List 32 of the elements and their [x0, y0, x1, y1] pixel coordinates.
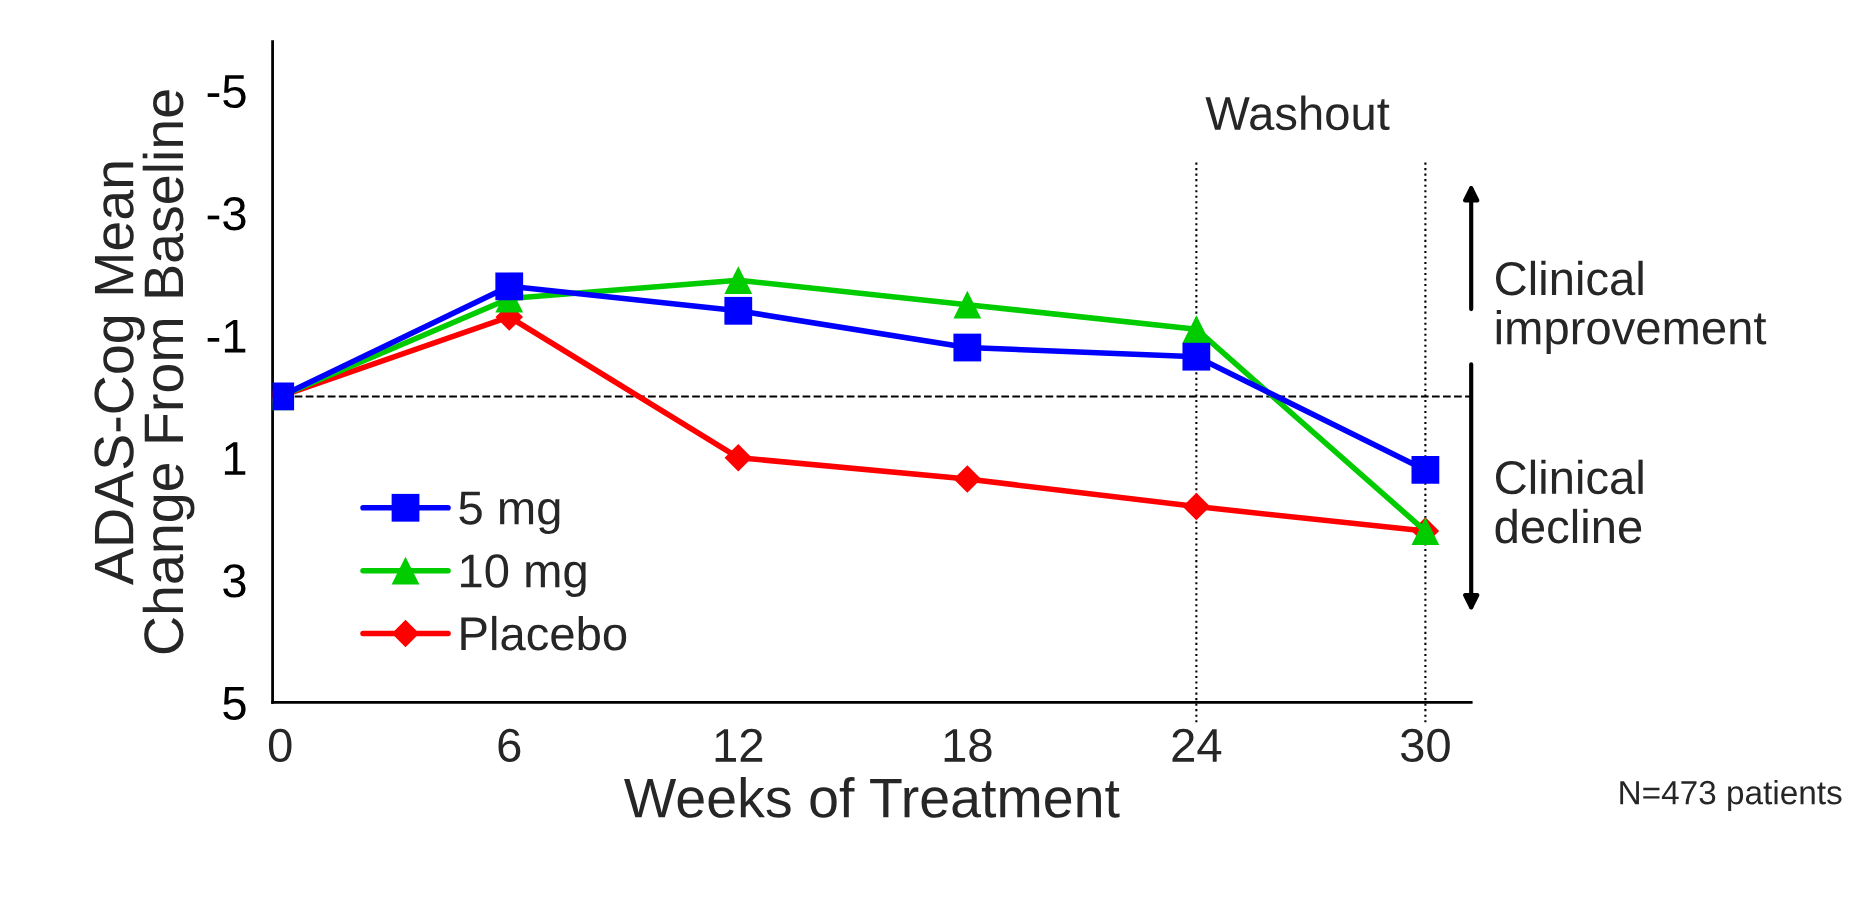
x-tick-label: 18: [944, 728, 992, 763]
point: [724, 266, 753, 295]
point: [1182, 492, 1211, 521]
y-axis-title: ADAS-Cog Mean Change From Baseline: [94, 90, 195, 654]
y-tick-label: 3: [223, 564, 246, 598]
point: [724, 443, 753, 472]
point: [1182, 342, 1211, 371]
point: [495, 272, 524, 301]
x-tick-label: 6: [498, 728, 521, 763]
y-tick-label: -5: [207, 75, 246, 109]
point: [953, 290, 982, 319]
point: [724, 296, 753, 325]
legend-label: Placebo: [461, 615, 627, 651]
text: N=473 patients: [1620, 779, 1842, 812]
x-axis-title: Weeks of Treatment: [624, 776, 1120, 818]
text: Clinical decline: [1495, 459, 1643, 544]
annotation: Washout: [1205, 95, 1390, 131]
text: Clinical improvement: [1496, 260, 1767, 354]
y-tick-label: 5: [223, 687, 246, 720]
y-tick-label: 1: [224, 442, 246, 475]
point: [953, 333, 982, 362]
x-tick-label: 30: [1400, 728, 1450, 763]
point: [1182, 315, 1211, 344]
x-tick-label: 0: [268, 728, 292, 763]
x-tick-label: 12: [715, 728, 763, 762]
y-tick-label: -1: [207, 319, 246, 353]
legend-label: 5 mg: [459, 491, 560, 535]
point: [953, 465, 982, 493]
point: [1411, 456, 1440, 484]
legend-label: 10 mg: [461, 554, 586, 597]
x-tick-label: 24: [1172, 728, 1222, 762]
y-tick-label: -3: [207, 197, 246, 231]
